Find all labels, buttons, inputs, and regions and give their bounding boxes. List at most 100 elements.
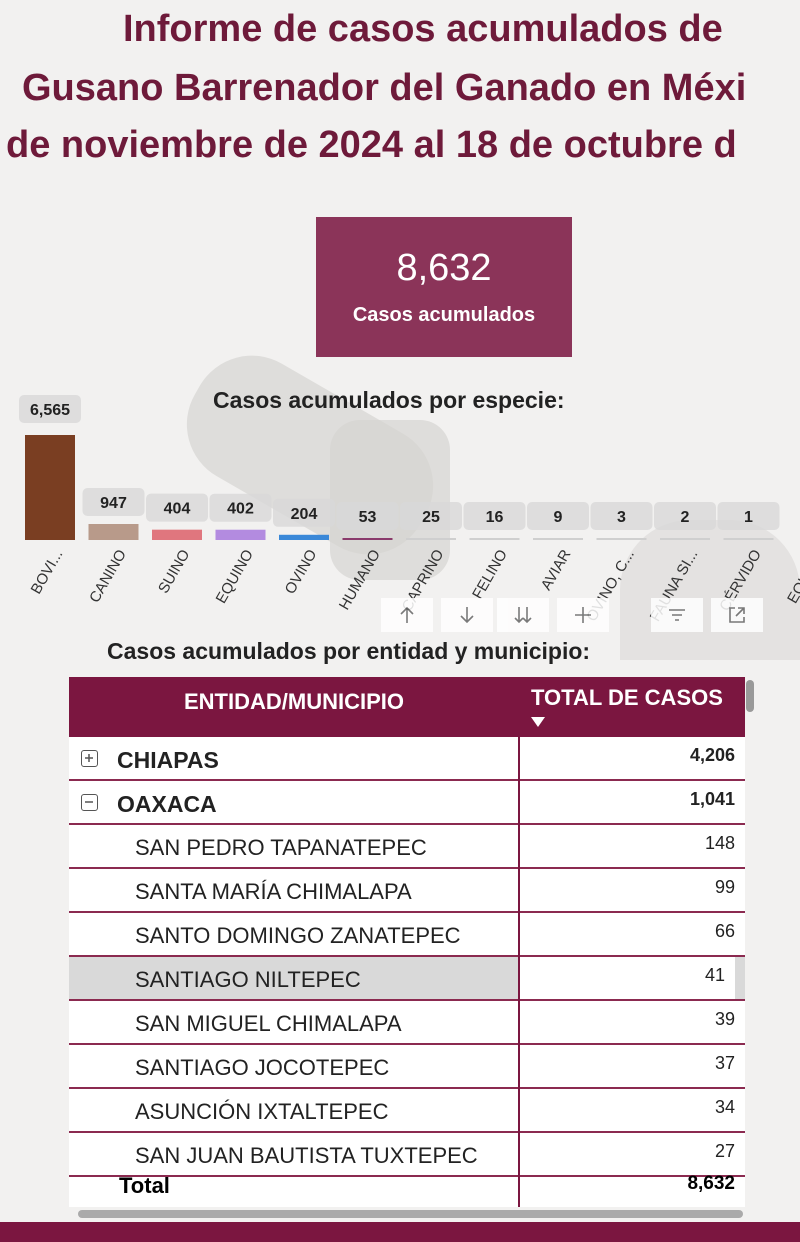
chart-title: Casos acumulados por especie: (213, 387, 565, 413)
kpi-label: Casos acumulados (352, 304, 536, 326)
data-label: 402 (227, 501, 254, 518)
data-label-bg (463, 502, 526, 530)
bar-aviar[interactable] (533, 538, 583, 540)
vertical-scrollbar[interactable] (746, 680, 754, 712)
data-label: 1 (744, 509, 753, 526)
data-label-bg (717, 502, 780, 530)
table-row-municipio[interactable]: SANTIAGO JOCOTEPEC 37 (69, 1045, 745, 1089)
expand-button[interactable] (557, 598, 609, 632)
total-value: 8,632 (687, 1173, 735, 1194)
row-name: SAN JUAN BAUTISTA TUXTEPEC (135, 1143, 478, 1168)
sort-up-button[interactable] (381, 598, 433, 632)
expand-icon[interactable] (81, 750, 98, 767)
row-value: 148 (704, 833, 735, 853)
row-name: OAXACA (117, 791, 217, 817)
data-label-bg (527, 502, 589, 530)
row-value: 4,206 (689, 745, 735, 765)
category-label: OVINO (282, 547, 321, 597)
table-row-municipio[interactable]: SANTA MARÍA CHIMALAPA 99 (69, 869, 745, 913)
table-header: ENTIDAD/MUNICIPIO TOTAL DE CASOS (69, 677, 745, 737)
bar-ovinoc[interactable] (596, 538, 647, 540)
data-label-bg (590, 502, 653, 530)
table-row-municipio[interactable]: SANTO DOMINGO ZANATEPEC 66 (69, 913, 745, 957)
collapse-icon[interactable] (81, 794, 98, 811)
data-label: 6,565 (30, 402, 70, 419)
category-label: SUINO (155, 547, 193, 597)
kpi-value: 8,632 (396, 247, 492, 289)
bar-faunasi[interactable] (660, 538, 710, 540)
bar-crvido[interactable] (723, 538, 774, 540)
category-label: FELINO (469, 547, 511, 602)
data-label-bg (273, 498, 335, 527)
data-label-bg (209, 493, 272, 522)
category-label: BOVI... (28, 547, 67, 597)
data-label: 53 (359, 509, 377, 526)
total-row: Total 8,632 (69, 1165, 745, 1207)
row-value: 37 (714, 1053, 735, 1073)
data-label: 204 (291, 506, 318, 523)
bar-canino[interactable] (88, 524, 139, 540)
row-name: SAN MIGUEL CHIMALAPA (135, 1011, 402, 1036)
cases-matrix-table: ENTIDAD/MUNICIPIO TOTAL DE CASOS CHIAPAS… (69, 677, 745, 1207)
column-divider (518, 737, 520, 1207)
bar-bovi[interactable] (25, 435, 75, 540)
category-label: EQUINO (213, 547, 257, 607)
bar-ovino[interactable] (279, 534, 329, 540)
column-header-total[interactable]: TOTAL DE CASOS (531, 685, 723, 710)
row-name: ASUNCIÓN IXTALTEPEC (135, 1099, 389, 1124)
bar-felino[interactable] (469, 538, 520, 540)
data-label-bg (336, 502, 399, 530)
category-label: AVIAR (538, 547, 575, 594)
row-name: SAN PEDRO TAPANATEPEC (135, 835, 427, 860)
table-row-municipio[interactable]: ASUNCIÓN IXTALTEPEC 34 (69, 1089, 745, 1133)
report-title-line3: de noviembre de 2024 al 18 de octubre d (6, 124, 737, 166)
report-title-line1: Informe de casos acumulados de (123, 8, 723, 50)
sort-down-button[interactable] (441, 598, 493, 632)
category-label: CANINO (86, 547, 130, 606)
data-label-bg (19, 395, 81, 423)
footer-bar (0, 1222, 800, 1242)
data-label: 2 (681, 509, 690, 526)
bar-caprino[interactable] (406, 538, 456, 540)
row-value: 39 (714, 1009, 735, 1029)
data-label-bg (654, 502, 716, 530)
data-label: 9 (554, 509, 563, 526)
kpi-card: 8,632 Casos acumulados (316, 217, 572, 357)
row-value: 1,041 (689, 789, 735, 809)
sort-desc-icon (531, 717, 545, 727)
row-value: 66 (714, 921, 735, 941)
table-row-state[interactable]: CHIAPAS 4,206 (69, 737, 745, 781)
focus-mode-button[interactable] (711, 598, 763, 632)
filter-button[interactable] (651, 598, 703, 632)
species-bar-chart: 6,565 BOVI... 947 CANINO 404 SUINO 402 EQUINO 20… (19, 395, 800, 625)
table-row-municipio[interactable]: SAN MIGUEL CHIMALAPA 39 (69, 1001, 745, 1045)
table-row-state[interactable]: OAXACA 1,041 (69, 781, 745, 825)
drill-button[interactable] (497, 598, 549, 632)
table-row-municipio[interactable]: SANTIAGO NILTEPEC 41 (69, 957, 745, 1001)
bar-equino[interactable] (215, 529, 266, 540)
row-name: SANTIAGO JOCOTEPEC (135, 1055, 390, 1080)
category-label: HUMANO (336, 547, 384, 613)
focus-mode-icon (729, 607, 745, 623)
report-title-line2: Gusano Barrenador del Ganado en Méxi (22, 67, 747, 109)
column-header-entidad[interactable]: ENTIDAD/MUNICIPIO (184, 689, 404, 714)
data-label: 16 (486, 509, 504, 526)
bar-suino[interactable] (152, 529, 202, 540)
category-label: EQUINO (784, 547, 800, 607)
sort-up-icon (400, 606, 414, 623)
bar-humano[interactable] (342, 538, 393, 540)
sort-down-icon (460, 607, 474, 624)
expand-icon (575, 607, 591, 623)
row-name: CHIAPAS (117, 747, 219, 773)
watermark-shape (330, 420, 450, 580)
table-row-municipio[interactable]: SAN JUAN BAUTISTA TUXTEPEC 27 (69, 1133, 745, 1177)
row-value: 34 (714, 1097, 735, 1117)
row-name: SANTO DOMINGO ZANATEPEC (135, 923, 461, 948)
table-row-municipio[interactable]: SAN PEDRO TAPANATEPEC 148 (69, 825, 745, 869)
data-label-bg (146, 493, 208, 522)
data-label-bg (82, 488, 145, 516)
table-title: Casos acumulados por entidad y municipio… (107, 638, 591, 664)
data-label-bg (400, 502, 462, 530)
horizontal-scrollbar[interactable] (78, 1210, 743, 1218)
total-label: Total (119, 1173, 170, 1198)
